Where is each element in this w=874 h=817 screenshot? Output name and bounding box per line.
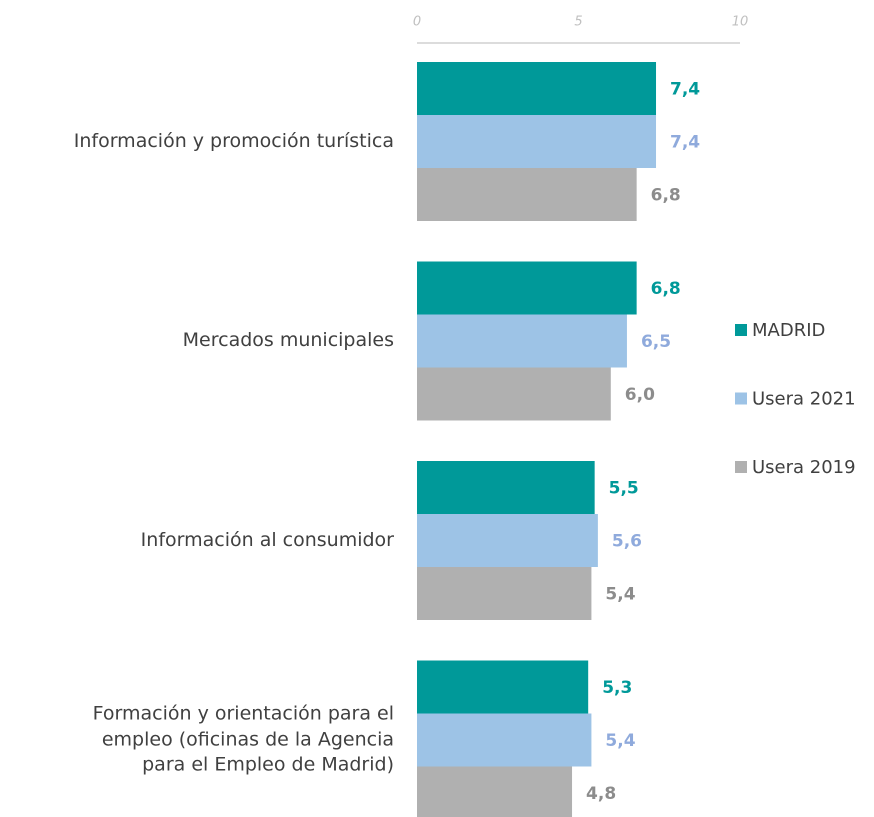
category-label: Mercados municipales bbox=[182, 329, 394, 352]
bar bbox=[417, 314, 627, 368]
value-label: 6,5 bbox=[641, 332, 671, 352]
value-label: 4,8 bbox=[586, 784, 616, 804]
bar bbox=[417, 115, 657, 168]
value-label: 5,6 bbox=[612, 532, 642, 552]
category-label: Información al consumidor bbox=[140, 528, 394, 551]
legend-swatch bbox=[735, 461, 747, 473]
value-label: 7,4 bbox=[670, 80, 700, 100]
bar bbox=[417, 261, 637, 315]
value-label: 5,3 bbox=[602, 678, 632, 698]
bar bbox=[417, 766, 573, 817]
legend-label: MADRID bbox=[752, 320, 825, 341]
bar bbox=[417, 660, 589, 714]
value-label: 5,5 bbox=[609, 479, 639, 499]
bar bbox=[417, 461, 595, 514]
legend-swatch bbox=[735, 324, 747, 336]
x-tick-label: 0 bbox=[413, 15, 421, 30]
bar bbox=[417, 713, 592, 767]
bar bbox=[417, 168, 637, 221]
value-label: 5,4 bbox=[605, 585, 635, 605]
x-tick-label: 10 bbox=[732, 15, 749, 30]
bar bbox=[417, 514, 598, 567]
category-label: Información y promoción turística bbox=[73, 129, 394, 152]
bar bbox=[417, 62, 657, 115]
bar bbox=[417, 567, 592, 620]
value-label: 6,8 bbox=[651, 279, 681, 299]
legend-label: Usera 2019 bbox=[752, 457, 856, 478]
value-label: 5,4 bbox=[605, 731, 635, 751]
x-tick-label: 5 bbox=[574, 15, 582, 30]
value-label: 7,4 bbox=[670, 133, 700, 153]
legend-swatch bbox=[735, 392, 747, 405]
category-label: Formación y orientación para el empleo (… bbox=[92, 702, 394, 776]
legend-label: Usera 2021 bbox=[752, 389, 856, 410]
value-label: 6,8 bbox=[651, 186, 681, 206]
bar bbox=[417, 367, 611, 421]
value-label: 6,0 bbox=[625, 385, 655, 405]
